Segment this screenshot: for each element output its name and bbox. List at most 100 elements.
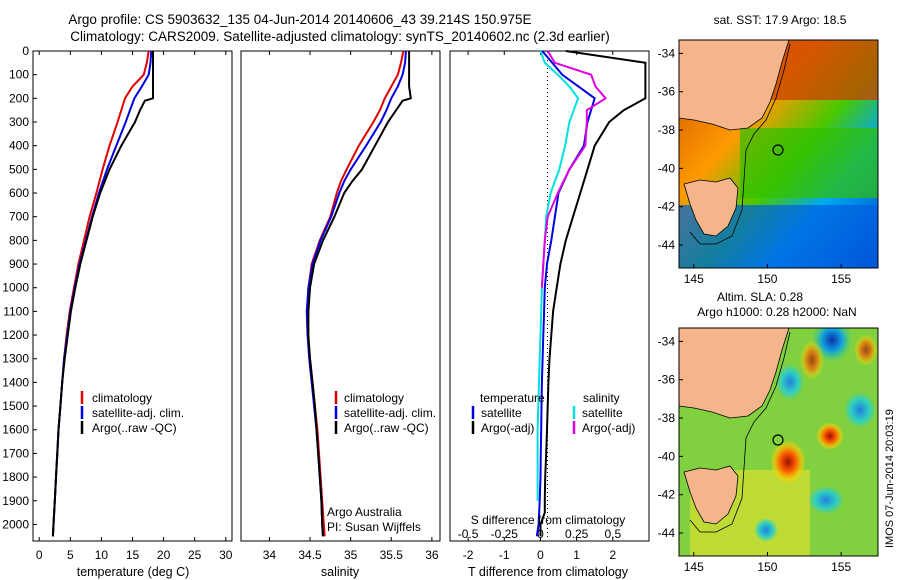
salinity-tick-labels: 34 34.5 35 35.5 36 [263,51,439,562]
map-lat-tick-label: -36 [658,85,676,99]
figure-title-line1: Argo profile: CS 5903632_135 04-Jun-2014… [68,12,531,27]
map-lat-tick-label: -40 [658,449,676,463]
map-lon-tick-label: 145 [684,560,704,574]
temperature-tick-label: 10 [95,548,109,562]
depth-tick-label: 100 [9,68,29,82]
salinity-tick-label: 35 [344,548,358,562]
map-lat-tick-label: -42 [658,488,676,502]
sla-eddy-blue-3 [844,392,876,428]
sst-mainland [679,40,790,131]
difference-panel: -2 -1 0 1 2-0.5 -0.25 0 0.25 0.5 S difference fr… [449,50,650,579]
imos-timestamp: IMOS 07-Jun-2014 20:03:19 [884,409,896,548]
map-lon-tick-label: 145 [684,272,704,286]
profile-line-argo-raw-qc- [51,51,154,537]
sst-shelf-contour [689,43,791,245]
depth-tick-label: 1300 [2,352,29,366]
depth-tick-label: 1200 [2,328,29,342]
sst-argo-marker [772,144,784,156]
difference-profiles [535,50,647,537]
salinity-tick-label: 35.5 [380,548,404,562]
depth-tick-label: 500 [9,162,29,176]
s-difference-tick-label: -0.5 [458,527,479,541]
sla-eddy-red-2 [816,422,844,450]
sla-eddy-blue-5 [754,518,778,542]
sla-argo-marker [772,434,784,446]
legend-label-climatology: climatology [92,391,152,405]
s-difference-tick-label: 0.5 [604,527,621,541]
legend-title-temperature: temperature [480,391,545,405]
difference-line-salinity-argo-adj- [540,50,608,288]
map-lat-tick-label: -38 [658,123,676,137]
t-difference-tick-label: 0 [537,548,544,562]
map-lat-tick-label: -34 [658,334,676,348]
profile-line-argo-raw-qc- [307,51,412,537]
depth-tick-label: 700 [9,210,29,224]
temperature-tick-label: 20 [157,548,171,562]
depth-tick-label: 300 [9,115,29,129]
sla-eddy-red-4 [854,334,878,366]
temperature-profiles [51,50,154,537]
map-lon-tick-label: 155 [831,272,851,286]
map-lon-tick-label: 150 [757,560,777,574]
legend-label-t-satellite: satellite [481,406,522,420]
depth-tick-label: 200 [9,91,29,105]
t-difference-tick-label: 1 [573,548,580,562]
sst-map-frame [678,39,879,269]
legend-label-satellite: satellite-adj. clim. [344,406,436,420]
sst-map-panel: sat. SST: 17.9 Argo: 18.5 145 150 155 -34 -3… [658,13,879,286]
salinity-tick-label: 34 [263,548,277,562]
depth-tick-label: 1700 [2,446,29,460]
map-lat-tick-label: -34 [658,46,676,60]
depth-tick-label: 1800 [2,470,29,484]
map-lon-tick-label: 155 [831,560,851,574]
temperature-axes-box [32,50,233,542]
difference-axes-box [449,50,650,542]
salinity-axes-box [240,50,441,542]
difference-line-temperature-argo-adj- [539,50,647,537]
footer-pi: PI: Susan Wijffels [327,520,421,534]
salinity-tick-label: 34.5 [298,548,322,562]
sla-eddy-blue-2 [776,364,804,400]
depth-tick-label: 900 [9,257,29,271]
t-difference-tick-label: -1 [499,548,510,562]
sst-tasmania [683,177,739,237]
legend-label-s-satellite: satellite [582,406,623,420]
s-difference-label: S difference from climatology [471,513,626,527]
legend-label-s-argo: Argo(-adj) [582,421,635,435]
depth-tick-label: 1000 [2,281,29,295]
sla-map-panel: Altim. SLA: 0.28 Argo h1000: 0.28 h2000:… [658,290,879,574]
sla-eddy-red-1 [770,440,806,484]
map-lat-tick-label: -42 [658,200,676,214]
temperature-tick-label: 25 [188,548,202,562]
sla-map-title: Altim. SLA: 0.28 [717,290,803,304]
temperature-tick-label: 30 [219,548,233,562]
temperature-legend: climatology satellite-adj. clim. Argo(..… [80,391,184,435]
footer-argo-australia: Argo Australia [327,505,402,519]
legend-label-t-argo: Argo(-adj) [481,421,534,435]
depth-tick-label: 1100 [3,304,29,318]
s-difference-tick-label: 0.25 [565,527,589,541]
sla-eddy-red-3 [800,340,824,380]
depth-tick-label: 0 [22,44,29,58]
map-lat-tick-label: -36 [658,373,676,387]
depth-tick-label: 800 [9,233,29,247]
salinity-legend: climatology satellite-adj. clim. Argo(..… [334,391,436,435]
depth-tick-label: 2000 [2,517,29,531]
map-lon-tick-label: 150 [757,272,777,286]
sla-shelf-contour [689,331,791,533]
legend-label-satellite: satellite-adj. clim. [92,406,184,420]
sst-tick-labels: 145 150 155 -34 -36 -38 -40 -42 -44 [658,46,852,286]
temperature-tick-labels: 0 5 10 15 20 25 30 [36,51,233,562]
depth-tick-label: 1400 [2,375,29,389]
salinity-profiles [305,50,412,537]
depth-tick-label: 1900 [2,494,29,508]
salinity-tick-label: 36 [425,548,439,562]
temperature-xlabel: temperature (deg C) [77,565,190,579]
sla-map-title2: Argo h1000: 0.28 h2000: NaN [697,305,856,319]
difference-legend: temperature satellite Argo(-adj) salinit… [471,391,635,435]
sla-map-frame [678,327,879,557]
temperature-panel: 0100200300400500600700800900100011001200… [2,44,454,579]
map-lat-tick-label: -40 [658,161,676,175]
t-difference-tick-label: 2 [609,548,616,562]
difference-tick-labels: -2 -1 0 1 2-0.5 -0.25 0 0.25 0.5 [458,51,621,562]
